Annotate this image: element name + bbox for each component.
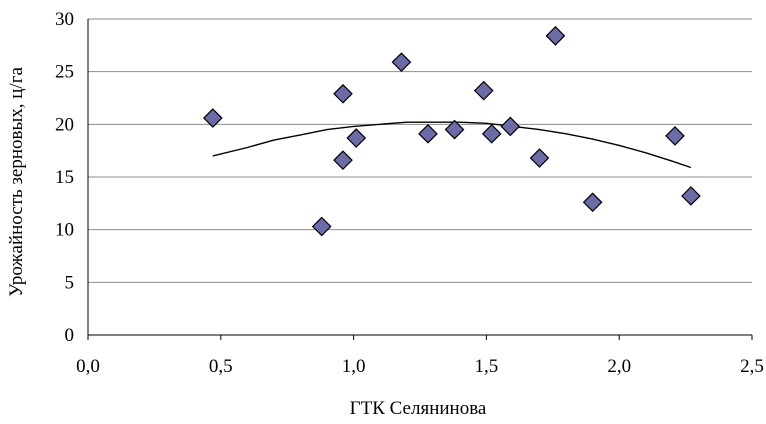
data-point: [500, 116, 521, 137]
data-point: [202, 108, 223, 128]
y-tick-label: 10: [55, 220, 74, 241]
y-axis-title: Урожайность зерновых, ц/га: [6, 67, 27, 297]
data-point: [529, 148, 550, 168]
data-point: [582, 192, 603, 213]
x-axis-title: ГТК Селянинова: [350, 398, 487, 419]
data-point: [545, 26, 566, 46]
y-tick-label: 25: [55, 62, 74, 83]
axes: [87, 19, 753, 340]
x-tick-label: 1,5: [475, 356, 499, 377]
trend-line-group: [212, 121, 692, 169]
data-point: [333, 83, 353, 104]
data-points: [202, 26, 701, 237]
data-point: [444, 119, 465, 140]
trend-line: [212, 121, 692, 169]
data-point: [681, 186, 701, 206]
data-point: [333, 150, 353, 170]
x-tick-label: 1,0: [342, 356, 366, 377]
data-point: [481, 123, 502, 144]
x-tick-label: 2,5: [740, 356, 764, 377]
y-tick-label: 5: [65, 272, 75, 293]
x-tick-label: 0,0: [76, 356, 100, 377]
data-point: [391, 52, 412, 73]
x-tick-label: 2,0: [607, 356, 631, 377]
x-tick-labels: 0,0 0,5 1,0 1,5 2,0 2,5: [76, 356, 764, 377]
y-tick-label: 0: [65, 325, 75, 346]
y-tick-label: 15: [55, 167, 74, 188]
data-point: [418, 123, 438, 144]
x-tick-label: 0,5: [209, 356, 233, 377]
data-point: [346, 128, 367, 148]
data-point: [311, 216, 332, 237]
y-tick-label: 30: [55, 9, 74, 30]
y-tick-label: 20: [55, 114, 74, 135]
y-tick-labels: 0 5 10 15 20 25 30: [55, 9, 74, 346]
data-point: [473, 80, 494, 101]
data-point: [665, 126, 685, 146]
gridlines: [88, 18, 752, 283]
